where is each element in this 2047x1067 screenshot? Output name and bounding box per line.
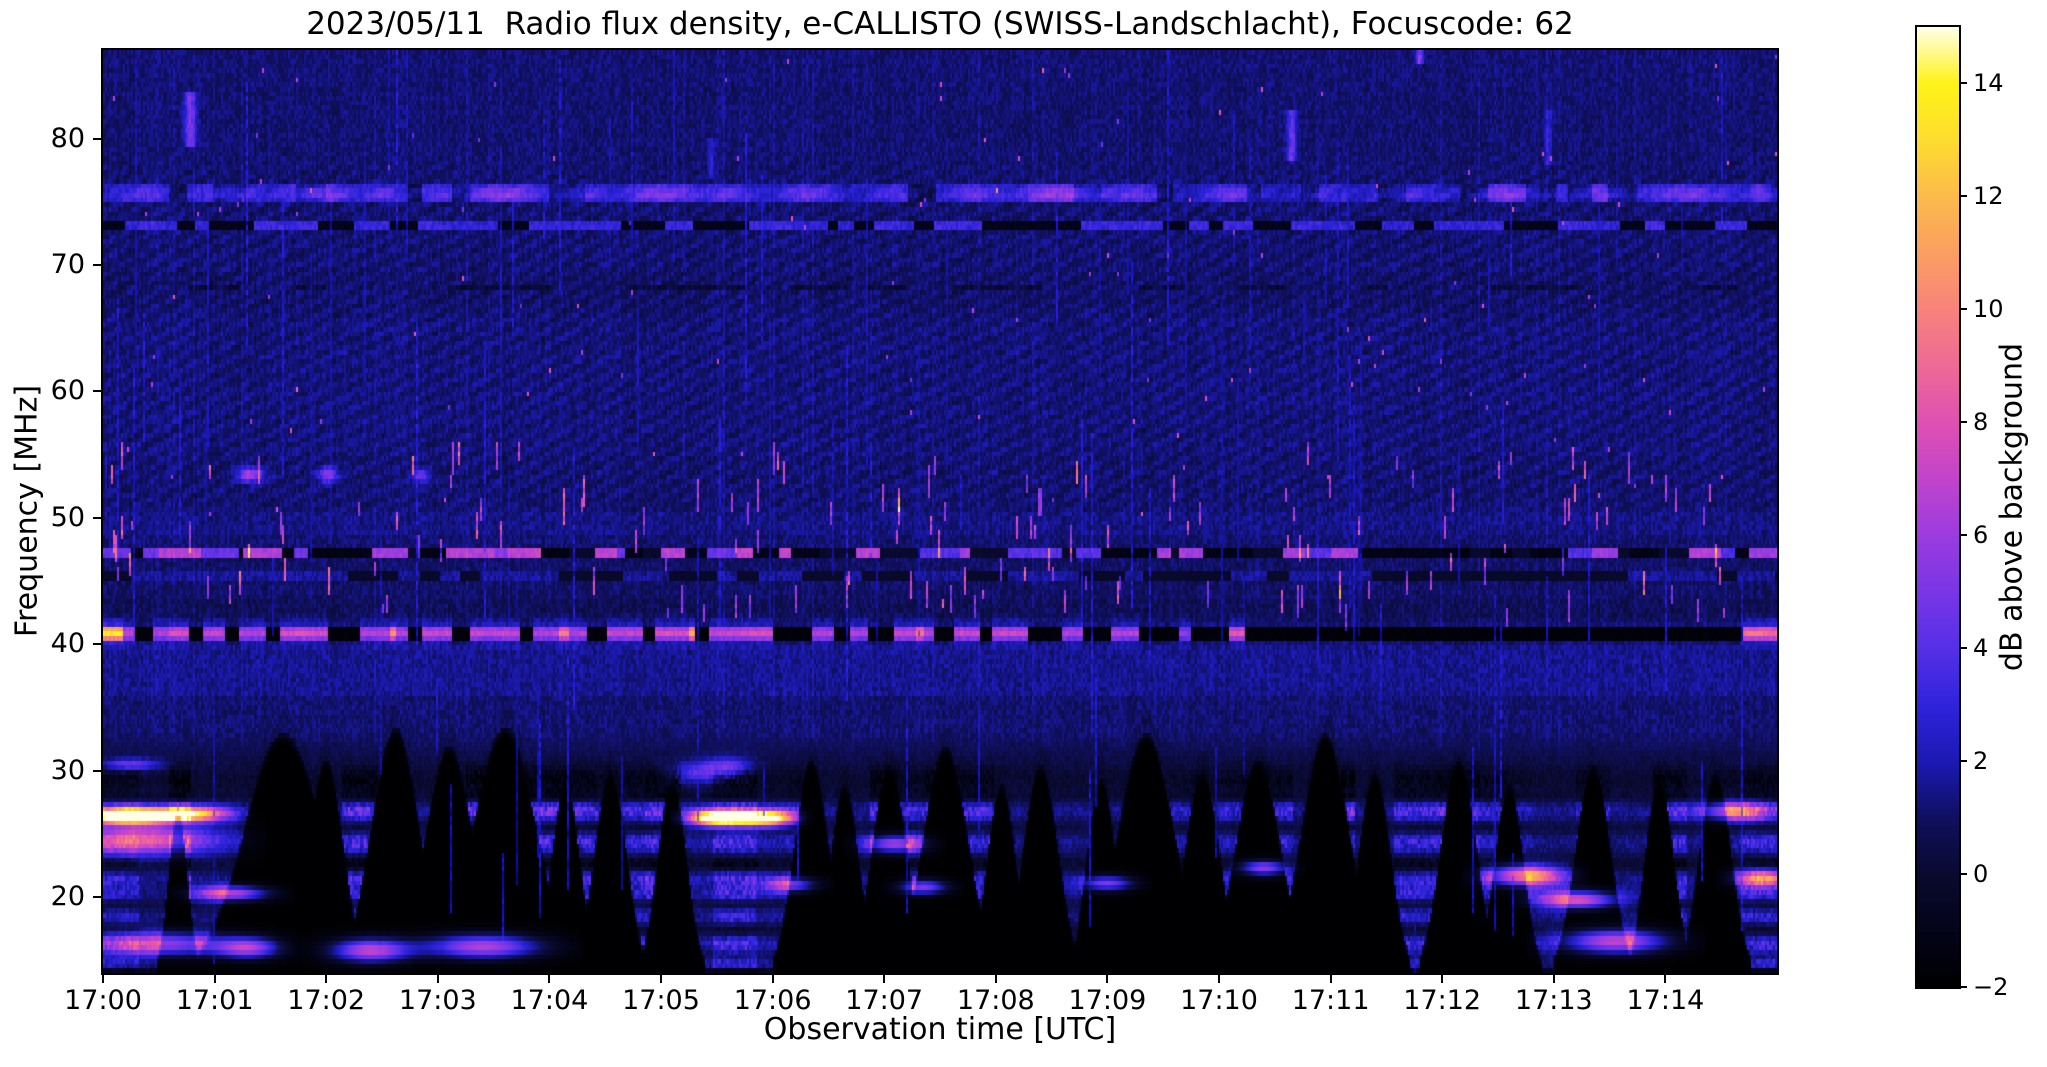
x-tick-label: 17:00	[64, 985, 142, 1016]
y-tick-label: 70	[50, 248, 85, 280]
y-tick-label: 20	[50, 881, 85, 913]
x-tick-mark	[325, 973, 328, 983]
x-tick-label: 17:11	[1291, 985, 1370, 1016]
x-tick-mark	[1664, 973, 1667, 983]
x-tick-label: 17:09	[1068, 985, 1147, 1016]
y-tick-mark	[93, 263, 103, 266]
colorbar-label: dB above background	[1994, 342, 2030, 672]
colorbar-tick-mark	[1959, 534, 1967, 537]
x-tick-label: 17:08	[956, 985, 1035, 1016]
x-tick-mark	[1218, 973, 1220, 983]
colorbar-tick-label: 8	[1973, 408, 1989, 437]
colorbar-tick-label: 2	[1973, 747, 1989, 776]
y-tick-label: 60	[50, 375, 85, 407]
x-tick-mark	[771, 973, 774, 983]
x-tick-mark	[213, 973, 216, 983]
colorbar-tick-mark	[1959, 421, 1967, 424]
y-tick-mark	[93, 769, 103, 772]
colorbar-tick-mark	[1959, 986, 1967, 988]
y-tick-label: 80	[50, 122, 85, 154]
x-tick-label: 17:13	[1514, 985, 1593, 1016]
y-tick-mark	[93, 896, 103, 899]
colorbar-tick-mark	[1959, 82, 1967, 85]
x-tick-mark	[660, 973, 662, 983]
x-axis-label: Observation time [UTC]	[763, 1012, 1117, 1047]
colorbar-gradient	[1917, 27, 1959, 987]
colorbar	[1915, 25, 1961, 989]
colorbar-tick-mark	[1959, 760, 1967, 763]
x-tick-label: 17:14	[1626, 985, 1705, 1016]
chart-title: 2023/05/11 Radio flux density, e-CALLIST…	[306, 6, 1574, 42]
x-tick-label: 17:07	[845, 985, 924, 1016]
colorbar-tick-mark	[1959, 195, 1967, 198]
colorbar-tick-label: −2	[1973, 973, 2009, 1001]
colorbar-tick-label: 10	[1973, 295, 2004, 324]
x-tick-label: 17:04	[510, 985, 589, 1016]
x-tick-label: 17:05	[622, 985, 700, 1016]
y-tick-mark	[93, 390, 103, 393]
y-tick-mark	[93, 643, 103, 646]
y-tick-label: 50	[50, 501, 85, 533]
x-tick-mark	[1441, 973, 1444, 983]
plot-area	[101, 48, 1779, 975]
x-tick-label: 17:10	[1180, 985, 1258, 1016]
y-tick-mark	[93, 137, 103, 140]
x-tick-label: 17:06	[733, 985, 812, 1016]
x-tick-mark	[1329, 973, 1332, 983]
colorbar-tick-label: 6	[1973, 521, 1989, 550]
x-tick-mark	[436, 973, 439, 983]
x-tick-label: 17:02	[287, 985, 366, 1016]
y-tick-label: 40	[50, 628, 85, 660]
x-tick-mark	[1106, 973, 1109, 983]
x-tick-mark	[1552, 973, 1555, 983]
x-tick-mark	[883, 973, 886, 983]
x-tick-label: 17:12	[1403, 985, 1482, 1016]
x-tick-mark	[994, 973, 997, 983]
x-tick-mark	[102, 973, 104, 983]
colorbar-tick-mark	[1959, 308, 1967, 311]
x-tick-label: 17:01	[175, 985, 254, 1016]
x-tick-mark	[548, 973, 551, 983]
y-tick-mark	[93, 516, 103, 519]
colorbar-tick-label: 14	[1973, 69, 2004, 98]
spectrogram-image	[103, 50, 1777, 973]
y-tick-label: 30	[50, 754, 85, 786]
colorbar-tick-mark	[1959, 873, 1967, 876]
x-tick-label: 17:03	[398, 985, 477, 1016]
colorbar-tick-label: 4	[1973, 634, 1989, 663]
colorbar-tick-mark	[1959, 647, 1967, 650]
colorbar-tick-label: 12	[1973, 182, 2004, 211]
colorbar-tick-label: 0	[1973, 860, 1989, 889]
